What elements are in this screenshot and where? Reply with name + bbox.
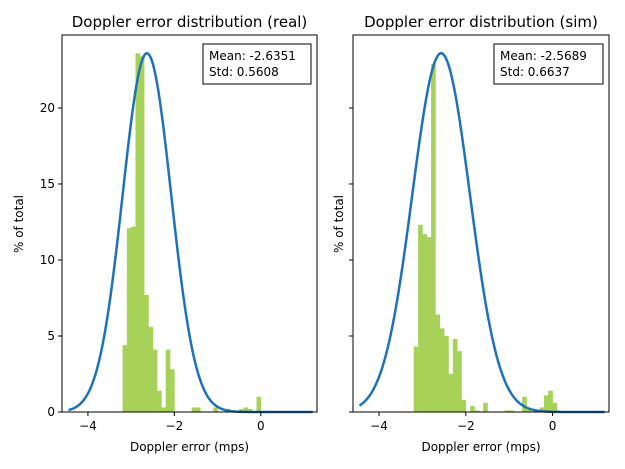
- fit-curve: [358, 51, 605, 414]
- histogram-bar: [543, 395, 549, 412]
- histogram-bar: [448, 374, 454, 412]
- histogram-bar: [139, 56, 145, 412]
- stats-std: Std: 0.6637: [500, 65, 570, 79]
- y-tick-label: 0: [47, 405, 55, 419]
- histogram-bar: [426, 237, 432, 412]
- stats-box-frame: [493, 43, 604, 85]
- histogram-bar: [144, 294, 149, 412]
- histogram-bar: [131, 226, 136, 412]
- axes-frame: [61, 34, 318, 413]
- histogram-bar: [483, 402, 488, 412]
- histogram-bar: [452, 339, 458, 412]
- stats-box: Mean: -2.5689 Std: 0.6637: [493, 43, 604, 85]
- histogram-bar: [439, 328, 445, 412]
- histogram-bar: [422, 234, 428, 412]
- y-axis-label: % of total: [12, 195, 26, 253]
- y-tick-label: 10: [40, 253, 55, 267]
- stats-mean: Mean: -2.5689: [500, 49, 587, 63]
- histogram-bar: [504, 410, 510, 412]
- plot-area: −4 −2 0: [349, 34, 610, 433]
- axes-frame: [352, 34, 610, 413]
- histogram-bar: [157, 390, 162, 412]
- x-tick-label: 0: [549, 419, 557, 433]
- chart-title: Doppler error distribution (real): [72, 13, 308, 31]
- histogram-bar: [461, 399, 467, 412]
- y-tick-label: 5: [47, 329, 55, 343]
- histogram-bar: [522, 396, 527, 412]
- histogram-bar: [126, 228, 132, 412]
- histogram-bar: [548, 390, 553, 412]
- histogram-bar: [435, 314, 441, 412]
- histogram-bar: [239, 408, 244, 412]
- x-tick-label: −2: [166, 419, 184, 433]
- y-tick-label: 15: [40, 177, 55, 191]
- stats-mean: Mean: -2.6351: [209, 49, 296, 63]
- histogram-bar: [191, 407, 197, 412]
- chart-sim: Doppler error distribution (sim) −4 −2 0 D…: [332, 13, 610, 454]
- histogram-bar: [526, 408, 532, 412]
- x-axis-label: Doppler error (mps): [421, 440, 540, 454]
- histogram-bar: [418, 225, 423, 412]
- histogram-bar: [170, 369, 175, 412]
- x-tick-label: −2: [457, 419, 475, 433]
- histogram-bar: [247, 408, 253, 412]
- histogram-bar: [161, 407, 167, 412]
- histogram-bar: [152, 349, 158, 412]
- stats-box: Mean: -2.6351 Std: 0.5608: [202, 43, 312, 85]
- chart-title: Doppler error distribution (sim): [364, 13, 598, 31]
- histogram-bar: [165, 349, 171, 412]
- histogram-bar: [457, 351, 462, 412]
- histogram-bar: [195, 407, 201, 412]
- histogram-bar: [431, 63, 436, 412]
- stats-box-frame: [202, 43, 312, 85]
- stats-std: Std: 0.5608: [209, 65, 279, 79]
- x-tick-label: −4: [370, 419, 388, 433]
- y-tick-label: 20: [40, 101, 55, 115]
- x-tick-label: −4: [79, 419, 97, 433]
- plot-area: −4 −2 0 0 5 10 15 20: [40, 34, 318, 433]
- histogram-bar: [552, 402, 558, 412]
- histogram-bar: [256, 396, 262, 412]
- histogram-bar: [135, 53, 141, 413]
- histogram-bar: [470, 405, 475, 412]
- histogram-bar: [122, 345, 128, 412]
- histogram-bar: [444, 335, 449, 412]
- x-axis-label: Doppler error (mps): [130, 440, 249, 454]
- histogram-bar: [539, 407, 545, 412]
- x-tick-label: 0: [257, 419, 265, 433]
- histogram-bar: [474, 410, 480, 412]
- histogram-bar: [509, 410, 514, 412]
- histogram-bar: [213, 407, 218, 412]
- histogram-bar: [243, 407, 249, 412]
- histogram-bar: [413, 346, 419, 412]
- y-axis-label: % of total: [332, 195, 346, 253]
- chart-real: Doppler error distribution (real) −4 −2 0 0…: [12, 13, 318, 454]
- histogram-bar: [148, 326, 154, 412]
- fit-curve: [68, 51, 313, 414]
